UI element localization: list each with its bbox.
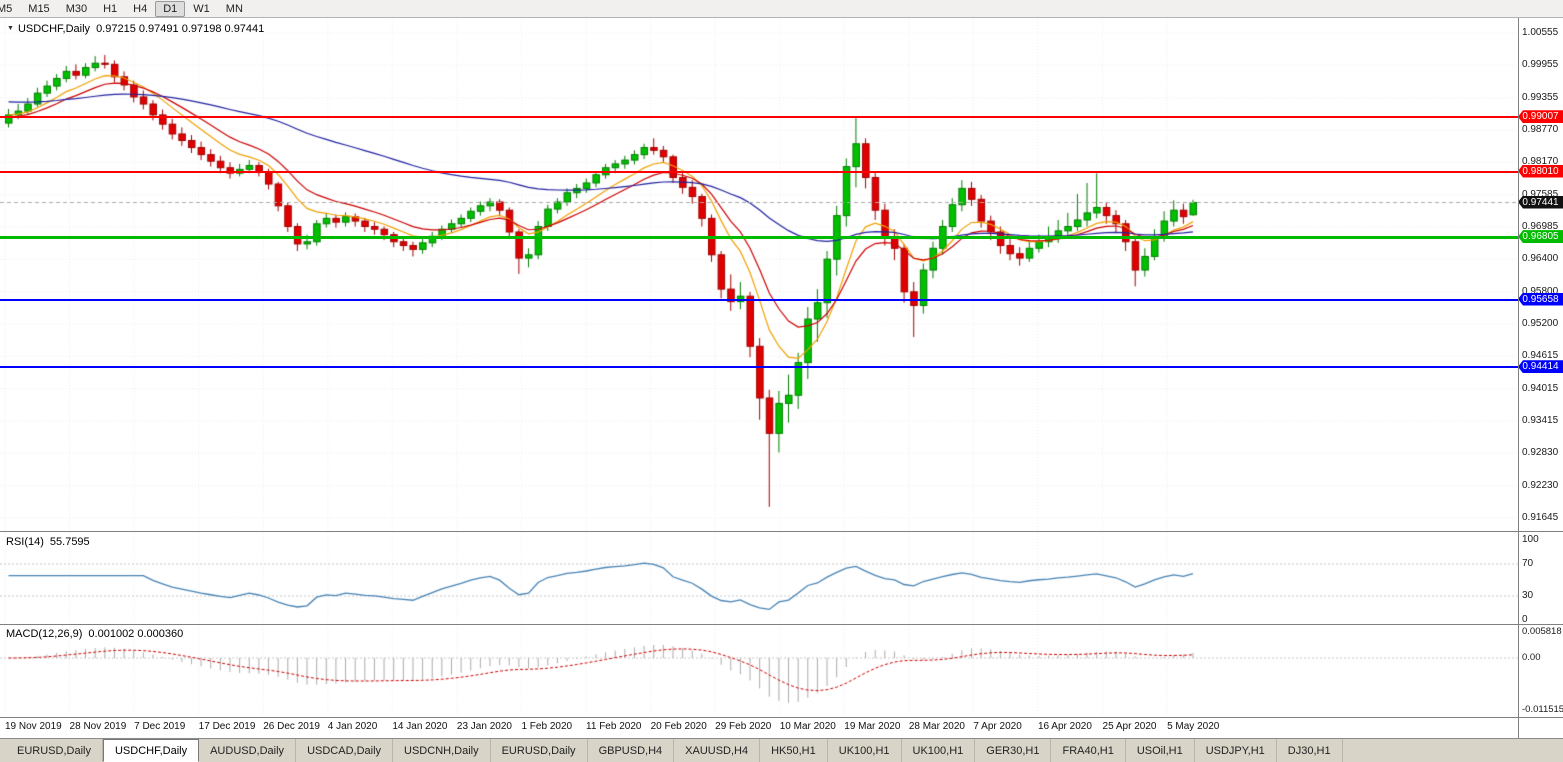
chart-title: ▼ USDCHF,Daily 0.97215 0.97491 0.97198 0.9…: [7, 23, 264, 35]
date-axis-label: 29 Feb 2020: [715, 721, 772, 732]
price-axis-label: 0.98770: [1522, 124, 1559, 135]
macd-axis-label: 0.005818: [1522, 625, 1562, 637]
rsi-axis-label: 70: [1522, 558, 1534, 569]
horizontal-line-0.96805[interactable]: [0, 235, 1518, 239]
timeframe-button-m5[interactable]: M5: [0, 2, 13, 15]
rsi-axis-label: 0: [1522, 614, 1528, 625]
chart-tab-uk100-h1[interactable]: UK100,H1: [828, 739, 902, 762]
symbol-dropdown-icon[interactable]: ▼: [7, 25, 14, 32]
date-axis-label: 5 May 2020: [1167, 721, 1220, 732]
price-axis-label: 0.99355: [1522, 91, 1559, 103]
hline-price-badge: 0.94414: [1518, 360, 1563, 374]
rsi-value: 55.7595: [49, 536, 90, 548]
date-axis-label: 11 Feb 2020: [586, 721, 642, 732]
price-axis-label: 0.94615: [1522, 350, 1559, 362]
date-axis-label: 7 Apr 2020: [973, 721, 1022, 732]
timeframe-button-m15[interactable]: M15: [28, 2, 50, 15]
timeframe-toolbar: M5 M15 M30 H1 H4 D1 W1 MN: [0, 0, 1563, 18]
chart-tab-hk50-h1[interactable]: HK50,H1: [760, 739, 828, 762]
date-axis-label: 19 Nov 2019: [5, 721, 62, 732]
price-axis-label: 0.91645: [1522, 512, 1559, 523]
chart-canvas[interactable]: [0, 0, 1563, 738]
hline-price-badge: 0.99007: [1518, 110, 1563, 124]
macd-name: MACD(12,26,9): [6, 628, 83, 640]
chart-tab-audusd-daily[interactable]: AUDUSD,Daily: [199, 739, 297, 762]
horizontal-line-0.99007[interactable]: [0, 116, 1518, 119]
date-axis-label: 16 Apr 2020: [1037, 721, 1092, 732]
price-axis-label: 0.95800: [1522, 285, 1559, 297]
timeframe-button-d1[interactable]: D1: [155, 0, 186, 17]
macd-axis-label: 0.00: [1522, 652, 1541, 663]
price-axis-label: 0.94015: [1522, 382, 1559, 394]
date-axis-label: 7 Dec 2019: [134, 721, 186, 732]
chart-tab-fra40-h1[interactable]: FRA40,H1: [1051, 739, 1126, 762]
date-axis-label: 10 Mar 2020: [779, 721, 836, 732]
hline-price-badge: 0.96805: [1518, 230, 1563, 244]
price-axis-label: 0.95200: [1522, 318, 1559, 329]
timeframe-button-m30[interactable]: M30: [65, 2, 88, 15]
date-axis-label: 23 Jan 2020: [456, 721, 512, 732]
chart-tab-dj30-h1[interactable]: DJ30,H1: [1277, 739, 1343, 762]
date-axis-label: 20 Feb 2020: [650, 721, 707, 732]
timeframe-button-row: M5 M15 M30 H1 H4 D1 W1 MN: [0, 0, 251, 17]
hline-price-badge: 0.95658: [1518, 292, 1563, 306]
chart-symbol-label: USDCHF,Daily: [17, 23, 91, 35]
macd-axis-label: -0.011515: [1522, 703, 1563, 715]
date-axis-label: 28 Mar 2020: [908, 721, 965, 732]
price-axis-label: 0.93415: [1522, 415, 1559, 426]
chart-tab-eurusd-daily[interactable]: EURUSD,Daily: [6, 739, 103, 762]
price-axis-label: 0.96400: [1522, 253, 1559, 265]
chart-tab-usdjpy-h1[interactable]: USDJPY,H1: [1195, 739, 1277, 762]
price-axis-label: 0.98170: [1522, 156, 1559, 168]
horizontal-line-0.95658[interactable]: [0, 298, 1518, 301]
horizontal-line-0.94414[interactable]: [0, 366, 1518, 369]
price-axis-label: 0.99955: [1522, 59, 1559, 71]
timeframe-button-h1[interactable]: H1: [103, 2, 118, 15]
panel-splitter-rsi-macd[interactable]: [0, 624, 1563, 625]
chart-tab-xauusd-h4[interactable]: XAUUSD,H4: [674, 739, 761, 762]
date-axis-label: 19 Mar 2020: [844, 721, 901, 732]
panel-splitter-macd-dates: [0, 717, 1563, 718]
macd-values: 0.001002 0.000360: [88, 628, 184, 640]
rsi-indicator-label: RSI(14) 55.7595: [6, 536, 90, 548]
price-axis-label: 0.96985: [1522, 221, 1559, 232]
rsi-axis-label: 30: [1522, 590, 1534, 601]
timeframe-button-mn[interactable]: MN: [225, 2, 243, 15]
rsi-axis-label: 100: [1522, 534, 1539, 545]
chart-tab-ger30-h1[interactable]: GER30,H1: [975, 739, 1052, 762]
date-axis-label: 14 Jan 2020: [392, 721, 448, 732]
date-axis-label: 17 Dec 2019: [198, 721, 256, 732]
chart-ohlc-values: 0.97215 0.97491 0.97198 0.97441: [96, 23, 265, 35]
chart-tab-uk100-h1[interactable]: UK100,H1: [902, 739, 976, 762]
date-axis-label: 28 Nov 2019: [69, 721, 127, 732]
chart-tab-eurusd-daily[interactable]: EURUSD,Daily: [491, 739, 588, 762]
timeframe-button-w1[interactable]: W1: [193, 2, 210, 15]
chart-tab-usdchf-daily[interactable]: USDCHF,Daily: [102, 739, 200, 762]
chart-tab-usoil-h1[interactable]: USOil,H1: [1126, 739, 1195, 762]
rsi-name: RSI(14): [6, 536, 44, 548]
chart-tab-bar: EURUSD,Daily USDCHF,Daily AUDUSD,Daily USDC…: [0, 738, 1563, 762]
chart-tab-usdcnh-daily[interactable]: USDCNH,Daily: [393, 739, 491, 762]
price-axis-label: 0.92830: [1522, 447, 1559, 459]
date-axis-label: 25 Apr 2020: [1102, 721, 1157, 732]
chart-tab-usdcad-daily[interactable]: USDCAD,Daily: [296, 739, 394, 762]
current-price-badge: 0.97441: [1518, 195, 1563, 209]
price-axis-label: 1.00555: [1522, 27, 1559, 38]
panel-splitter-main-rsi[interactable]: [0, 531, 1563, 532]
date-axis-label: 1 Feb 2020: [521, 721, 573, 732]
macd-indicator-label: MACD(12,26,9) 0.001002 0.000360: [6, 628, 183, 640]
date-axis-label: 26 Dec 2019: [263, 721, 320, 732]
axis-separator[interactable]: [1518, 18, 1519, 738]
hline-price-badge: 0.98010: [1518, 164, 1563, 178]
price-axis-label: 0.97585: [1522, 188, 1559, 200]
price-axis-label: 0.92230: [1522, 479, 1559, 491]
chart-tab-gbpusd-h4[interactable]: GBPUSD,H4: [588, 739, 675, 762]
horizontal-line-0.98010[interactable]: [0, 170, 1518, 173]
date-axis-label: 4 Jan 2020: [327, 721, 378, 732]
timeframe-button-h4[interactable]: H4: [133, 2, 148, 15]
